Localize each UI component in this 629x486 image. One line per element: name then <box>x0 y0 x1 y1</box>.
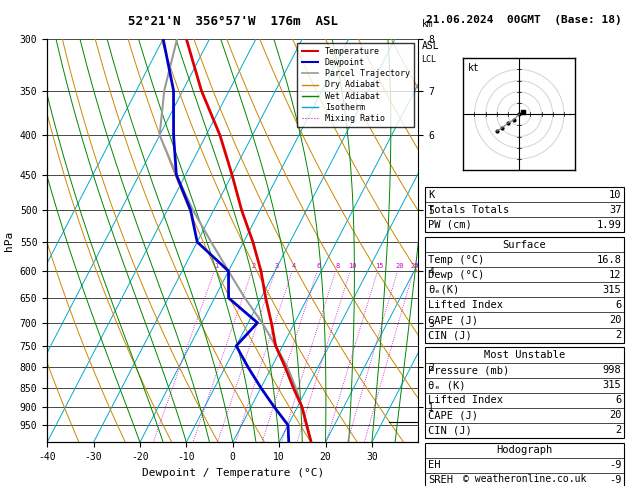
Text: 10: 10 <box>609 190 621 200</box>
Text: Lifted Index: Lifted Index <box>428 395 503 405</box>
Text: 12: 12 <box>609 270 621 280</box>
Text: CAPE (J): CAPE (J) <box>428 410 478 420</box>
Text: Most Unstable: Most Unstable <box>484 350 565 360</box>
Text: Totals Totals: Totals Totals <box>428 205 509 215</box>
Text: 315: 315 <box>603 380 621 390</box>
Text: 2: 2 <box>252 263 256 269</box>
Text: Temp (°C): Temp (°C) <box>428 255 484 265</box>
Text: 37: 37 <box>609 205 621 215</box>
Text: θₑ (K): θₑ (K) <box>428 380 466 390</box>
Text: 52°21'N  356°57'W  176m  ASL: 52°21'N 356°57'W 176m ASL <box>128 15 338 28</box>
Text: 20: 20 <box>609 410 621 420</box>
Text: CIN (J): CIN (J) <box>428 425 472 435</box>
Text: -9: -9 <box>609 460 621 470</box>
Text: Dewp (°C): Dewp (°C) <box>428 270 484 280</box>
Text: 2: 2 <box>615 330 621 340</box>
Text: LCL: LCL <box>421 55 437 64</box>
Text: 10: 10 <box>348 263 356 269</box>
Text: 15: 15 <box>375 263 384 269</box>
Text: 16.8: 16.8 <box>596 255 621 265</box>
Text: 3: 3 <box>275 263 279 269</box>
Text: 20: 20 <box>609 315 621 325</box>
Text: 6: 6 <box>615 395 621 405</box>
Text: Hodograph: Hodograph <box>496 445 552 455</box>
Text: θₑ(K): θₑ(K) <box>428 285 460 295</box>
Text: CIN (J): CIN (J) <box>428 330 472 340</box>
Legend: Temperature, Dewpoint, Parcel Trajectory, Dry Adiabat, Wet Adiabat, Isotherm, Mi: Temperature, Dewpoint, Parcel Trajectory… <box>298 43 414 127</box>
Text: 4: 4 <box>292 263 296 269</box>
Text: 25: 25 <box>411 263 420 269</box>
Text: ASL: ASL <box>421 41 439 52</box>
Text: -9: -9 <box>609 475 621 486</box>
Text: 2: 2 <box>615 425 621 435</box>
Text: PW (cm): PW (cm) <box>428 220 472 230</box>
Text: 8: 8 <box>335 263 340 269</box>
Text: Pressure (mb): Pressure (mb) <box>428 365 509 375</box>
Text: K: K <box>428 190 435 200</box>
Text: © weatheronline.co.uk: © weatheronline.co.uk <box>462 473 586 484</box>
Text: 1.99: 1.99 <box>596 220 621 230</box>
Y-axis label: hPa: hPa <box>4 230 14 251</box>
Text: Surface: Surface <box>503 240 546 250</box>
Text: 6: 6 <box>615 300 621 310</box>
Text: Lifted Index: Lifted Index <box>428 300 503 310</box>
X-axis label: Dewpoint / Temperature (°C): Dewpoint / Temperature (°C) <box>142 468 324 478</box>
Text: 20: 20 <box>395 263 404 269</box>
Text: 998: 998 <box>603 365 621 375</box>
Text: CAPE (J): CAPE (J) <box>428 315 478 325</box>
Text: 6: 6 <box>317 263 321 269</box>
Text: SREH: SREH <box>428 475 454 486</box>
Text: 315: 315 <box>603 285 621 295</box>
Text: 21.06.2024  00GMT  (Base: 18): 21.06.2024 00GMT (Base: 18) <box>426 15 622 25</box>
Text: kt: kt <box>468 63 479 73</box>
Text: km: km <box>421 19 433 29</box>
Text: 1: 1 <box>214 263 218 269</box>
Text: EH: EH <box>428 460 441 470</box>
